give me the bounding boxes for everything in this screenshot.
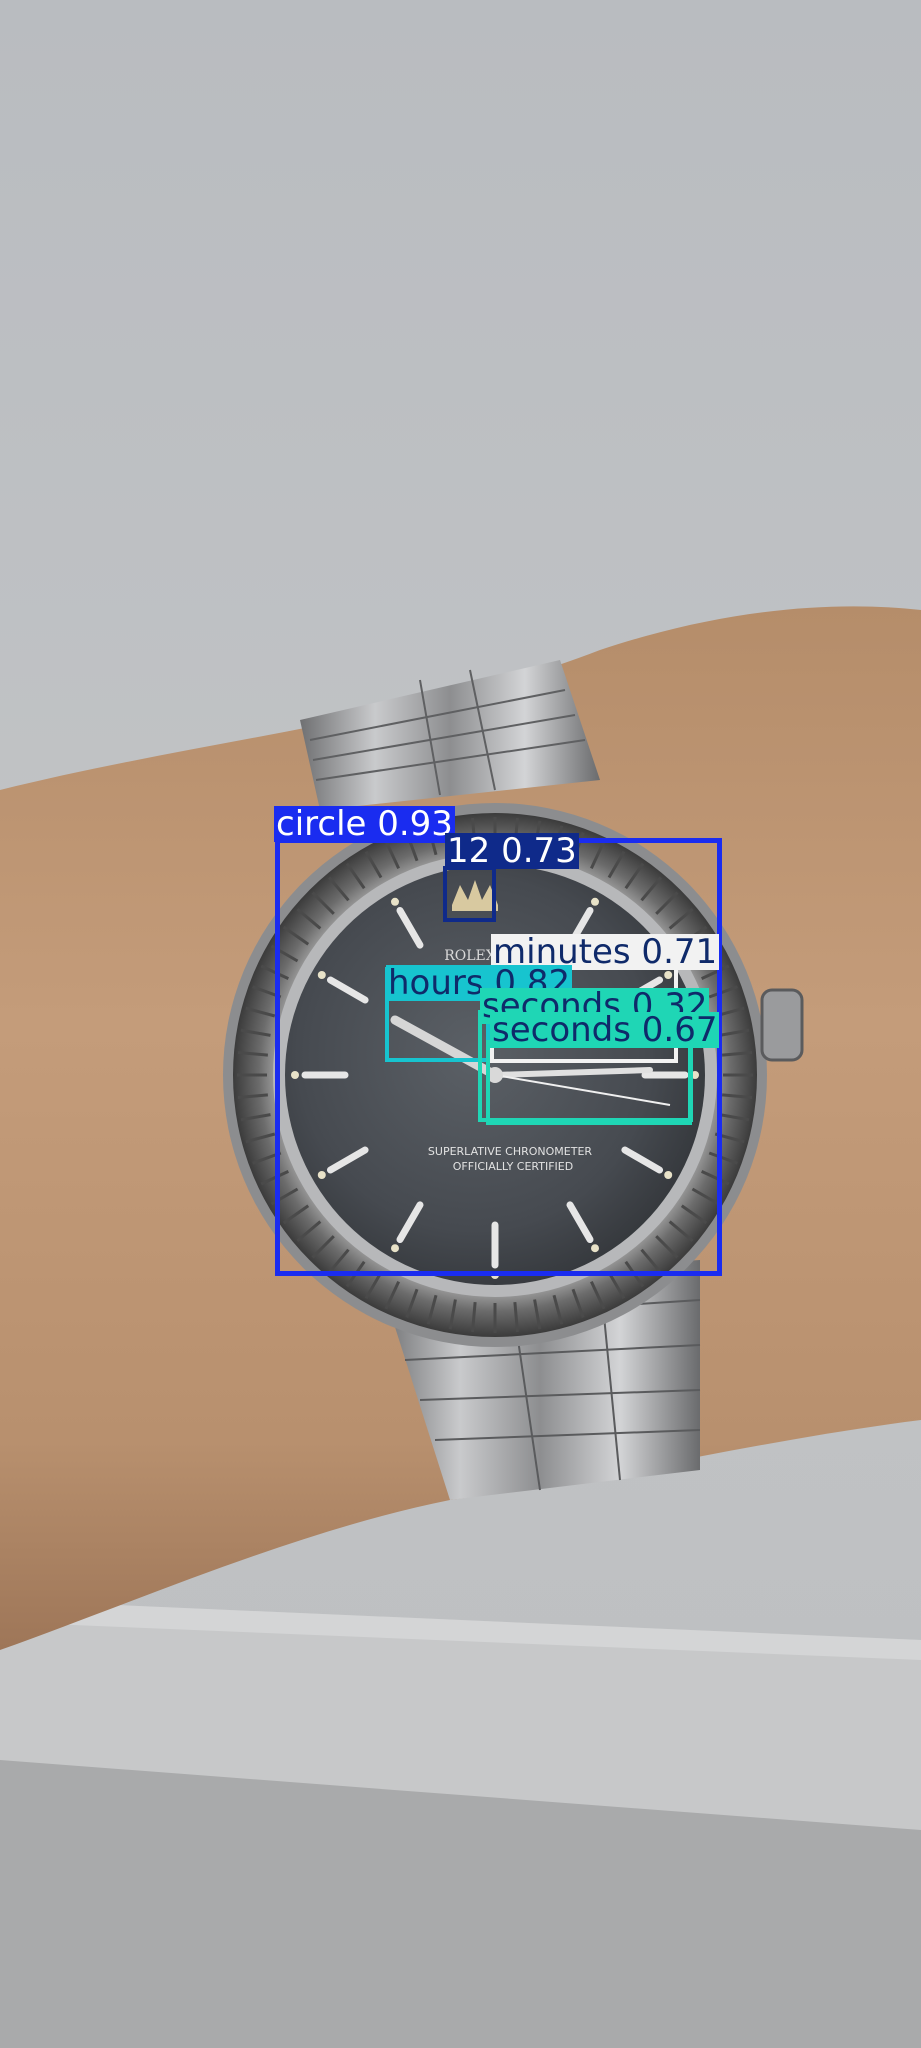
minutes-label: minutes 0.71 — [491, 932, 720, 972]
dial-line2-text: OFFICIALLY CERTIFIED — [453, 1160, 573, 1173]
circle-label: circle 0.93 — [274, 804, 455, 844]
dial-brand-text: ROLEX — [444, 948, 496, 964]
seconds-bbox-b — [486, 1040, 692, 1125]
twelve-label: 12 0.73 — [445, 831, 579, 871]
seconds-label-b: seconds 0.67 — [490, 1010, 720, 1050]
crown-logo — [452, 880, 498, 911]
twelve-bbox — [443, 866, 496, 922]
dial-line1-text: SUPERLATIVE CHRONOMETER — [428, 1145, 592, 1158]
